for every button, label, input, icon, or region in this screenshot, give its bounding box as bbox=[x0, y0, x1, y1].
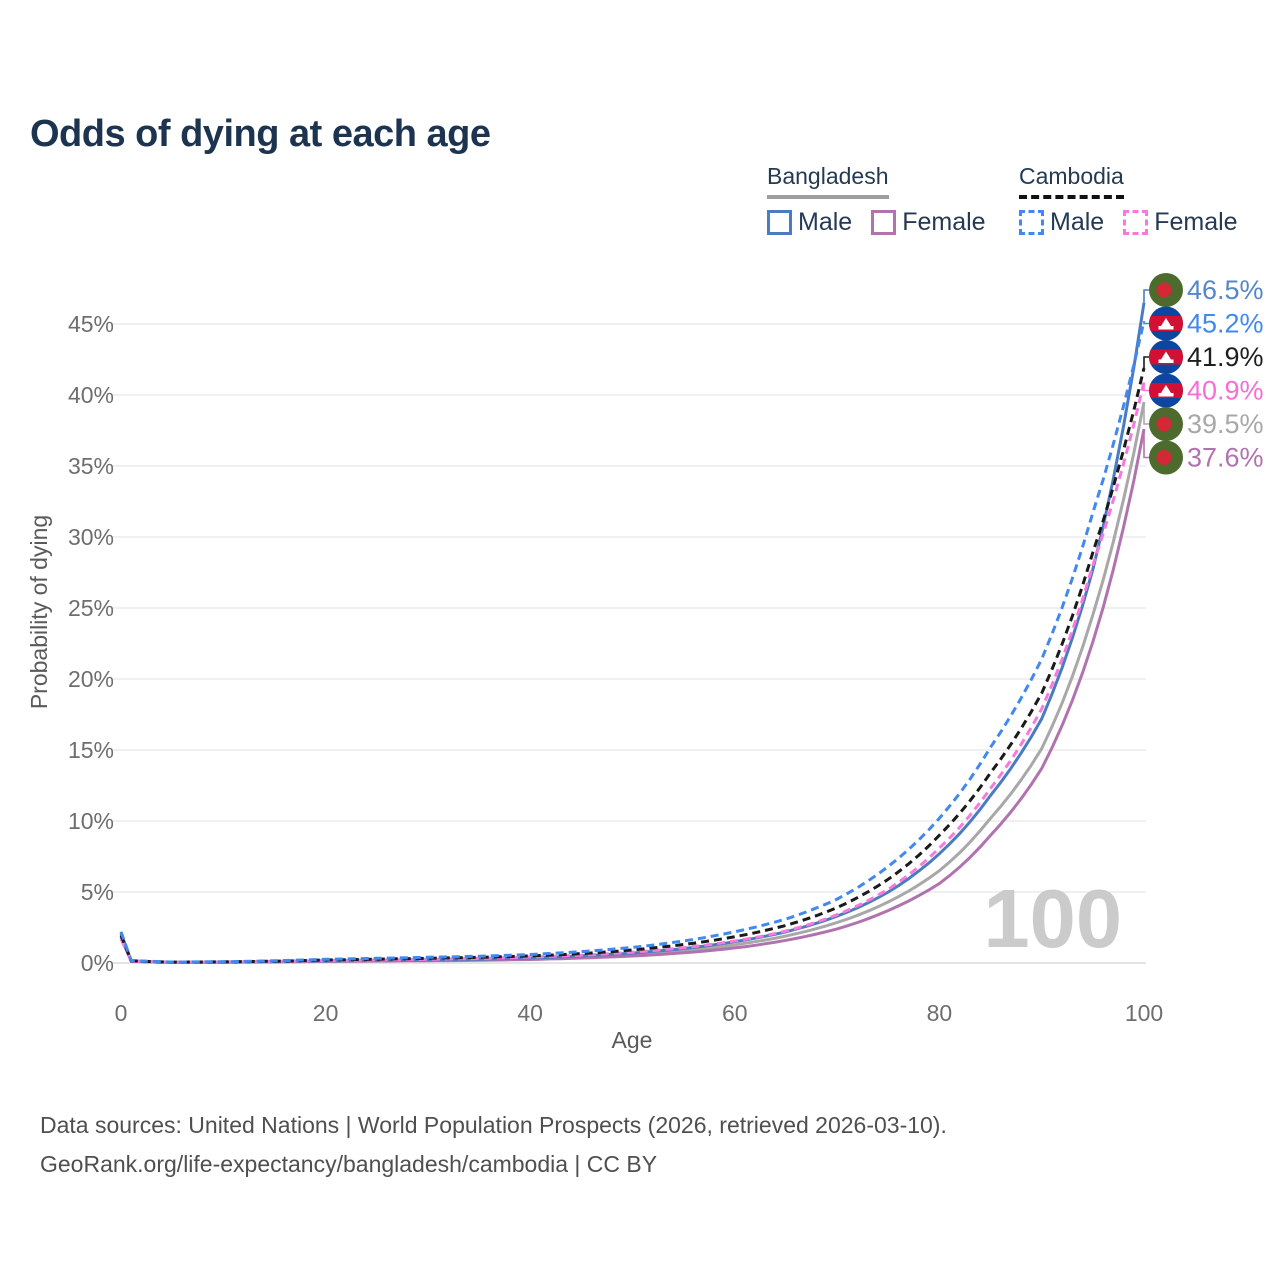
watermark-age-counter: 100 bbox=[984, 872, 1122, 965]
end-label-bangladesh-female: 37.6% bbox=[1187, 443, 1264, 473]
legend-item-label: Male bbox=[1050, 208, 1105, 236]
flag-bangladesh-icon bbox=[1149, 407, 1183, 441]
legend-item-bangladesh-male[interactable]: Male bbox=[767, 208, 852, 237]
legend-item-cambodia-male[interactable]: Male bbox=[1019, 208, 1104, 237]
y-tick-label: 10% bbox=[68, 808, 114, 834]
x-axis-tick-labels: 0 20 40 60 80 100 bbox=[115, 1000, 1164, 1026]
legend-item-bangladesh-female[interactable]: Female bbox=[871, 208, 986, 237]
curve-bangladesh-male[interactable] bbox=[119, 302, 1146, 964]
cambodia-female-swatch-icon bbox=[1123, 210, 1149, 235]
legend-item-label: Female bbox=[902, 208, 986, 236]
x-tick-label: 80 bbox=[927, 1000, 953, 1026]
page-title: Odds of dying at each age bbox=[30, 113, 491, 156]
x-tick-label: 100 bbox=[1125, 1000, 1163, 1026]
legend-item-cambodia-female[interactable]: Female bbox=[1123, 208, 1238, 237]
end-label-cambodia-male: 45.2% bbox=[1187, 309, 1264, 339]
y-tick-label: 30% bbox=[68, 524, 114, 550]
gridlines bbox=[112, 323, 1146, 964]
leader-line bbox=[1143, 402, 1149, 425]
legend-title-cambodia: Cambodia bbox=[1019, 163, 1124, 199]
legend-group-cambodia: Cambodia Male Female bbox=[1019, 163, 1238, 237]
x-axis-title: Age bbox=[612, 1027, 653, 1053]
leader-line bbox=[1143, 289, 1149, 303]
y-tick-label: 45% bbox=[68, 311, 114, 337]
x-tick-label: 60 bbox=[722, 1000, 748, 1026]
end-label-bangladesh-male: 46.5% bbox=[1187, 275, 1264, 305]
legend-item-label: Male bbox=[798, 208, 853, 236]
x-tick-label: 0 bbox=[115, 1000, 128, 1026]
flag-cambodia-icon bbox=[1149, 340, 1183, 374]
label-leader-lines bbox=[1143, 289, 1149, 459]
y-tick-label: 0% bbox=[81, 950, 114, 976]
x-tick-label: 40 bbox=[517, 1000, 543, 1026]
x-tick-label: 20 bbox=[313, 1000, 339, 1026]
flag-cambodia-icon bbox=[1149, 373, 1183, 408]
cambodia-male-swatch-icon bbox=[1019, 210, 1044, 235]
leader-line bbox=[1143, 429, 1149, 459]
y-tick-label: 35% bbox=[68, 453, 114, 479]
footer-data-sources: Data sources: United Nations | World Pop… bbox=[40, 1112, 947, 1138]
y-axis-tick-labels: 0% 5% 10% 15% 20% 25% 30% 35% 40% 45% bbox=[68, 311, 114, 976]
end-label-bangladesh-both-sexes: 39.5% bbox=[1187, 409, 1264, 439]
leader-line bbox=[1143, 382, 1149, 392]
y-axis-title: Probability of dying bbox=[26, 515, 52, 709]
legend-group-bangladesh: Bangladesh Male Female bbox=[767, 163, 986, 237]
footer-attribution: Data sources: United Nations | World Pop… bbox=[40, 1106, 947, 1184]
end-label-flags bbox=[1149, 273, 1183, 475]
end-label-cambodia-both-sexes: 41.9% bbox=[1187, 342, 1264, 372]
bangladesh-male-swatch-icon bbox=[767, 210, 792, 235]
leader-line bbox=[1143, 356, 1149, 369]
legend-title-bangladesh: Bangladesh bbox=[767, 163, 889, 199]
data-curves bbox=[119, 302, 1146, 964]
flag-bangladesh-icon bbox=[1149, 440, 1183, 475]
footer-link-line: GeoRank.org/life-expectancy/bangladesh/c… bbox=[40, 1151, 658, 1177]
y-tick-label: 5% bbox=[81, 879, 114, 905]
y-tick-label: 40% bbox=[68, 382, 114, 408]
curve-cambodia-both-sexes[interactable] bbox=[119, 367, 1146, 964]
y-tick-label: 15% bbox=[68, 737, 114, 763]
y-tick-label: 20% bbox=[68, 666, 114, 692]
y-tick-label: 25% bbox=[68, 595, 114, 621]
bangladesh-female-swatch-icon bbox=[871, 210, 897, 235]
flag-bangladesh-icon bbox=[1149, 273, 1183, 307]
leader-line bbox=[1143, 321, 1149, 325]
legend-item-label: Female bbox=[1154, 208, 1238, 236]
curve-cambodia-male[interactable] bbox=[119, 320, 1146, 964]
end-label-cambodia-female: 40.9% bbox=[1187, 376, 1264, 406]
end-value-labels: 46.5% 45.2%41.9% 40.9%39.5% 37.6% bbox=[1187, 275, 1264, 473]
flag-cambodia-icon bbox=[1149, 306, 1183, 341]
